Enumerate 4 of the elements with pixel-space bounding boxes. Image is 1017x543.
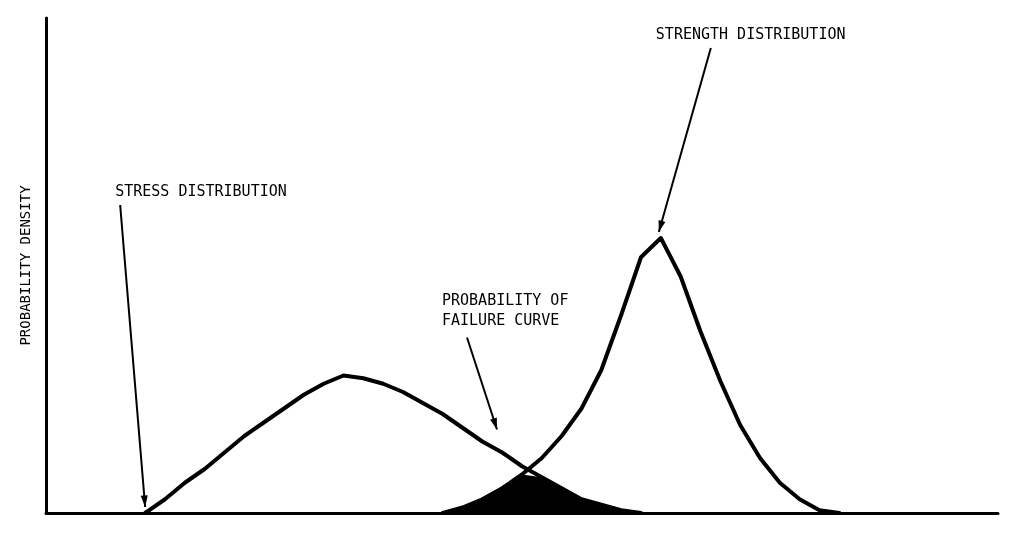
annotation: PROBABILITY OF FAILURE CURVE <box>442 290 578 329</box>
text: STRESS DISTRIBUTION <box>115 181 287 200</box>
text: STRENGTH DISTRIBUTION <box>655 24 846 43</box>
y-axis-title: PROBABILITY DENSITY <box>17 184 33 346</box>
